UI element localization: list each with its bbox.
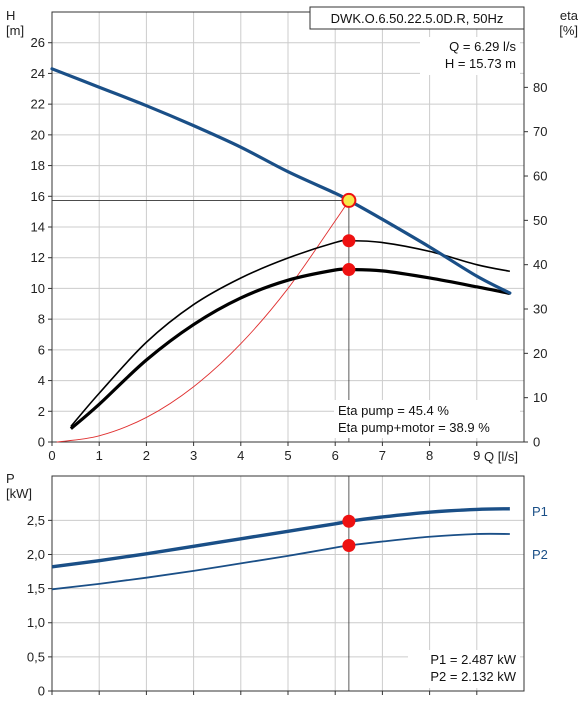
x-tick-label: 3 [190,448,197,463]
power-y-tick-label: 0,5 [27,649,45,664]
p2-marker [342,538,356,552]
bottom-chart-grid [52,476,524,691]
x-tick-label: 9 [473,448,480,463]
x-tick-label: 2 [143,448,150,463]
x-tick-label: 1 [96,448,103,463]
left-y-tick-label: 12 [31,250,45,265]
x-tick-label: 4 [237,448,244,463]
right-y-tick-label: 10 [533,390,547,405]
axis-ticks: 0 1 2 3 4 5 6 7 8 9024681012141618202224260102030… [27,35,548,698]
eta-pump-motor-marker [342,263,356,277]
right-axis-unit: [%] [559,23,578,38]
right-y-tick-label: 0 [533,435,540,450]
right-y-tick-label: 50 [533,213,547,228]
power-y-tick-label: 2,5 [27,513,45,528]
right-y-tick-label: 60 [533,169,547,184]
operating-point-marker [341,192,357,208]
title-box [309,6,525,30]
left-axis-name: H [6,8,15,23]
eta-pump-motor-curve [69,267,511,430]
x-tick-label: 5 [284,448,291,463]
top-chart-series [50,67,512,443]
left-y-tick-label: 10 [31,281,45,296]
power-axis-unit: [kW] [6,486,32,501]
power-y-tick-label: 1,0 [27,615,45,630]
chart-title: DWK.O.6.50.22.5.0D.R, 50Hz [331,11,504,26]
x-axis-label: Q [l/s] [484,449,518,464]
eta-pump-marker [342,234,356,248]
left-y-tick-label: 4 [38,373,45,388]
power-y-tick-label: 2,0 [27,547,45,562]
right-y-tick-label: 20 [533,346,547,361]
efficiency-info-bg [334,400,520,438]
system-curve [56,200,350,443]
eta-pump-label: Eta pump = 45.4 % [338,403,449,418]
power-y-tick-label: 1,5 [27,581,45,596]
left-y-tick-label: 20 [31,127,45,142]
left-y-tick-label: 0 [38,435,45,450]
left-y-tick-label: 26 [31,35,45,50]
top-chart-grid [52,12,524,442]
left-y-tick-label: 14 [31,220,45,235]
p1-series-label: P1 [532,504,548,519]
eta-pump-curve [70,239,510,427]
p2-series-label: P2 [532,547,548,562]
right-y-tick-label: 70 [533,124,547,139]
power-y-tick-label: 0 [38,684,45,699]
left-y-tick-label: 24 [31,66,45,81]
eta-pump-motor-label: Eta pump+motor = 38.9 % [338,420,490,435]
left-axis-unit: [m] [6,23,24,38]
p1-curve [51,507,510,569]
x-tick-label: 7 [379,448,386,463]
power-info-bg [408,650,520,688]
power-axis-name: P [6,471,15,486]
right-axis-name: eta [560,8,579,23]
left-y-tick-label: 6 [38,342,45,357]
right-y-tick-label: 30 [533,302,547,317]
operating-point-info-bg [420,37,520,75]
right-y-tick-label: 80 [533,80,547,95]
p2-curve [51,532,510,591]
left-y-tick-label: 8 [38,312,45,327]
x-tick-label: 0 [48,448,55,463]
left-y-tick-label: 16 [31,189,45,204]
p1-marker [342,514,356,528]
bottom-chart-series [51,476,510,691]
x-tick-label: 8 [426,448,433,463]
head-curve [50,67,512,295]
x-tick-label: 6 [332,448,339,463]
p2-value-label: P2 = 2.132 kW [430,669,516,684]
operating-head-label: H = 15.73 m [445,56,516,71]
left-y-tick-label: 2 [38,404,45,419]
right-y-tick-label: 40 [533,257,547,272]
operating-flow-label: Q = 6.29 l/s [449,39,516,54]
p1-value-label: P1 = 2.487 kW [430,652,516,667]
left-y-tick-label: 22 [31,97,45,112]
left-y-tick-label: 18 [31,158,45,173]
